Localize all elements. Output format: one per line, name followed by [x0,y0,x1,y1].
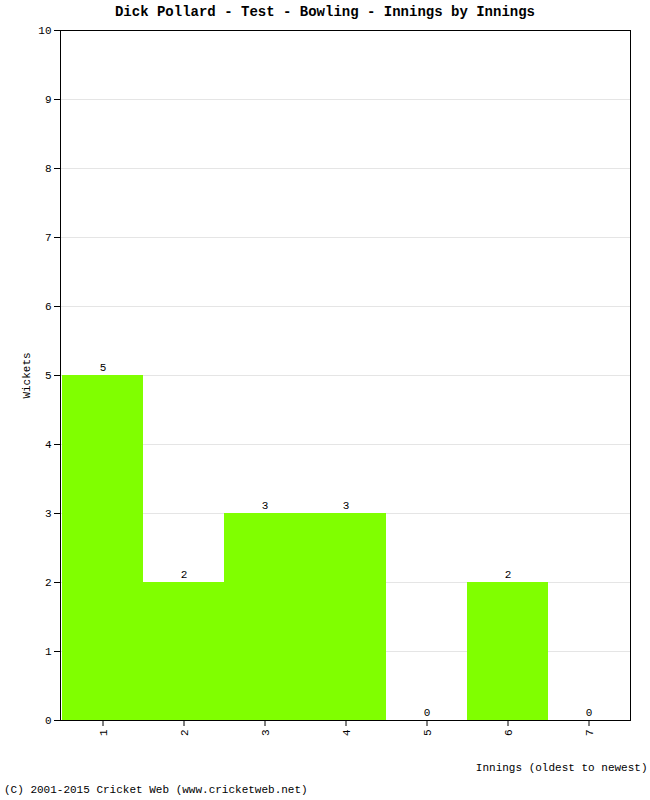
svg-text:5: 5 [422,730,434,737]
svg-text:1: 1 [98,729,110,736]
svg-text:Innings (oldest to newest): Innings (oldest to newest) [476,762,648,774]
svg-text:5: 5 [45,370,52,382]
svg-text:7: 7 [584,730,596,737]
svg-text:5: 5 [100,362,107,374]
svg-text:10: 10 [38,25,51,37]
svg-text:0: 0 [424,707,431,719]
svg-text:4: 4 [341,729,353,736]
svg-text:0: 0 [45,715,52,727]
svg-text:2: 2 [505,569,512,581]
svg-text:3: 3 [45,508,52,520]
svg-text:3: 3 [262,500,269,512]
svg-text:Wickets: Wickets [21,352,33,398]
svg-text:4: 4 [45,439,52,451]
html-text:Dick Pollard - Test - Bowling: Dick Pollard - Test - Bowling - Innings … [115,4,535,20]
svg-text:2: 2 [45,577,52,589]
svg-text:2: 2 [181,569,188,581]
svg-text:2: 2 [179,730,191,737]
svg-text:3: 3 [260,730,272,737]
svg-text:0: 0 [586,707,593,719]
svg-text:9: 9 [45,94,52,106]
svg-text:7: 7 [45,232,52,244]
svg-text:8: 8 [45,163,52,175]
svg-text:1: 1 [45,646,52,658]
svg-text:6: 6 [45,301,52,313]
html-text:(C) 2001-2015 Cricket Web (www: (C) 2001-2015 Cricket Web (www.cricketwe… [4,784,308,796]
svg-text:6: 6 [503,730,515,737]
svg-text:3: 3 [343,500,350,512]
